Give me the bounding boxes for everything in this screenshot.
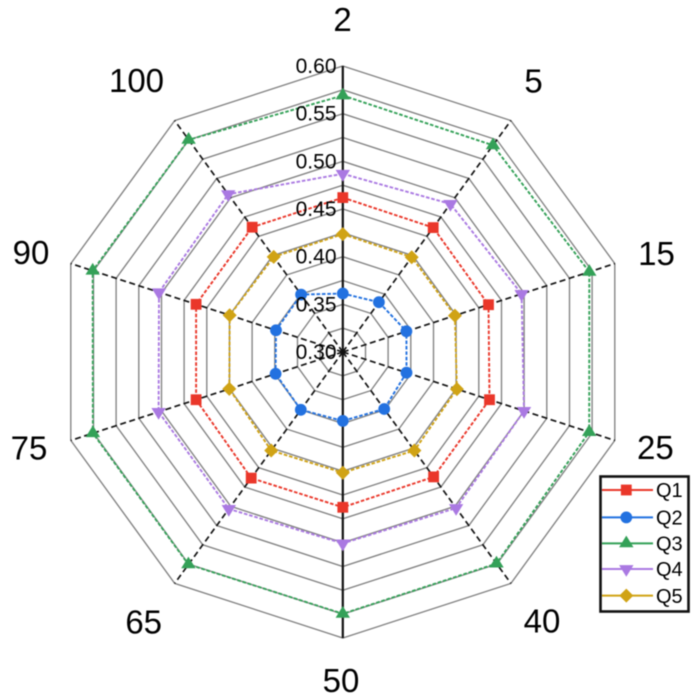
- svg-text:50: 50: [323, 662, 360, 699]
- svg-text:15: 15: [638, 235, 675, 272]
- svg-text:Q3: Q3: [656, 534, 683, 556]
- svg-text:0.50: 0.50: [296, 150, 337, 173]
- svg-text:Q4: Q4: [656, 559, 683, 581]
- svg-text:0.60: 0.60: [296, 55, 337, 78]
- svg-text:25: 25: [637, 429, 674, 466]
- svg-text:Q1: Q1: [656, 480, 683, 502]
- svg-text:40: 40: [524, 602, 561, 639]
- svg-text:100: 100: [109, 62, 164, 99]
- svg-text:0.55: 0.55: [296, 103, 337, 126]
- svg-text:0.40: 0.40: [296, 246, 337, 269]
- svg-text:5: 5: [524, 62, 542, 99]
- svg-text:0.30: 0.30: [296, 341, 337, 364]
- svg-text:Q2: Q2: [656, 508, 683, 530]
- svg-text:65: 65: [125, 603, 162, 640]
- svg-text:90: 90: [13, 234, 50, 271]
- svg-text:Q5: Q5: [656, 586, 683, 608]
- svg-text:75: 75: [11, 430, 48, 467]
- svg-text:0.35: 0.35: [296, 293, 337, 316]
- svg-text:0.45: 0.45: [296, 198, 337, 221]
- svg-text:2: 2: [333, 1, 351, 38]
